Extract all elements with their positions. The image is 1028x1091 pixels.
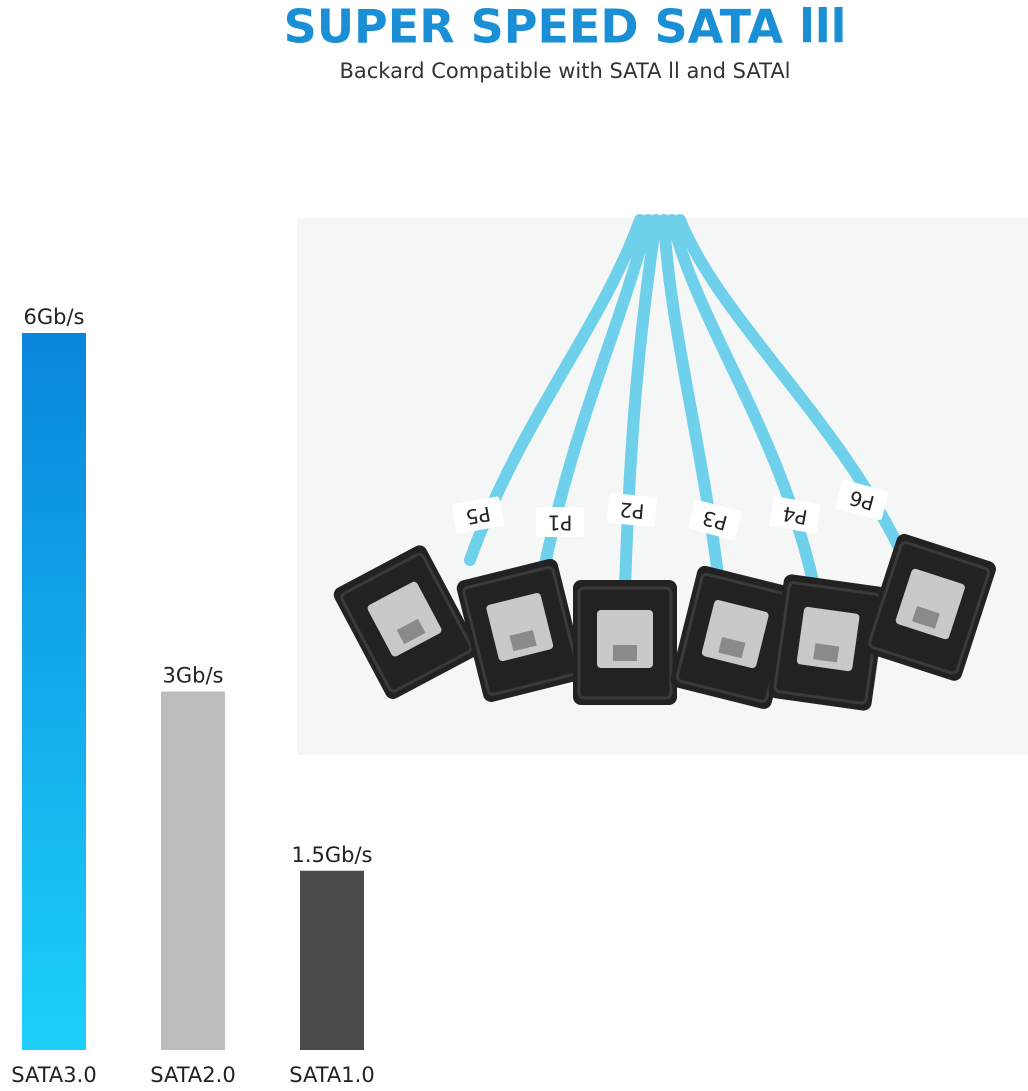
latch bbox=[701, 599, 769, 669]
connector-edge bbox=[577, 586, 673, 700]
latch bbox=[895, 568, 965, 640]
bar bbox=[300, 870, 364, 1050]
tag-label: P1 bbox=[548, 511, 573, 535]
connector bbox=[456, 558, 585, 702]
cable-tag: P1 bbox=[536, 507, 584, 537]
latch-slot bbox=[613, 645, 637, 661]
latch-slot bbox=[396, 618, 426, 645]
latch bbox=[486, 592, 554, 662]
title: SUPER SPEED SATA lll bbox=[284, 0, 847, 54]
value-label: 6Gb/s bbox=[24, 305, 85, 329]
latch bbox=[367, 581, 442, 657]
latch-slot bbox=[718, 636, 746, 659]
connector bbox=[862, 533, 996, 681]
bar bbox=[161, 691, 225, 1050]
latch-slot bbox=[509, 629, 537, 652]
connector-edge bbox=[462, 565, 580, 696]
connector bbox=[768, 574, 887, 711]
latch bbox=[796, 606, 860, 672]
value-label: 3Gb/s bbox=[163, 664, 224, 688]
tag-band bbox=[536, 507, 584, 537]
tag-band bbox=[607, 493, 657, 527]
tag-band bbox=[769, 496, 821, 534]
tag-label: P2 bbox=[619, 497, 646, 523]
product-photo: P5 P1 P2 P3 P4 P6 bbox=[297, 214, 1028, 755]
cable-tag: P2 bbox=[607, 493, 657, 527]
tag-label: P4 bbox=[781, 502, 810, 530]
tag-band bbox=[452, 496, 504, 534]
category-label: SATA3.0 bbox=[11, 1063, 96, 1087]
tag-band bbox=[835, 479, 889, 521]
tag-band bbox=[688, 499, 742, 541]
tag-label: P5 bbox=[464, 502, 493, 530]
connector bbox=[333, 545, 479, 699]
subtitle: Backard Compatible with SATA ll and SATA… bbox=[339, 59, 790, 83]
cable-tag: P4 bbox=[769, 496, 821, 534]
category-label: SATA2.0 bbox=[150, 1063, 235, 1087]
connector-edge bbox=[340, 552, 473, 693]
latch-slot bbox=[912, 606, 940, 629]
category-label: SATA1.0 bbox=[289, 1063, 374, 1087]
cable-tag: P6 bbox=[835, 479, 889, 521]
cable-tag: P5 bbox=[452, 496, 504, 534]
value-label: 1.5Gb/s bbox=[291, 843, 372, 867]
latch-slot bbox=[813, 643, 840, 663]
latch bbox=[597, 610, 653, 668]
cable-tag: P3 bbox=[688, 499, 742, 541]
connector-edge bbox=[868, 541, 991, 675]
bar bbox=[22, 333, 86, 1050]
connector bbox=[573, 580, 677, 705]
